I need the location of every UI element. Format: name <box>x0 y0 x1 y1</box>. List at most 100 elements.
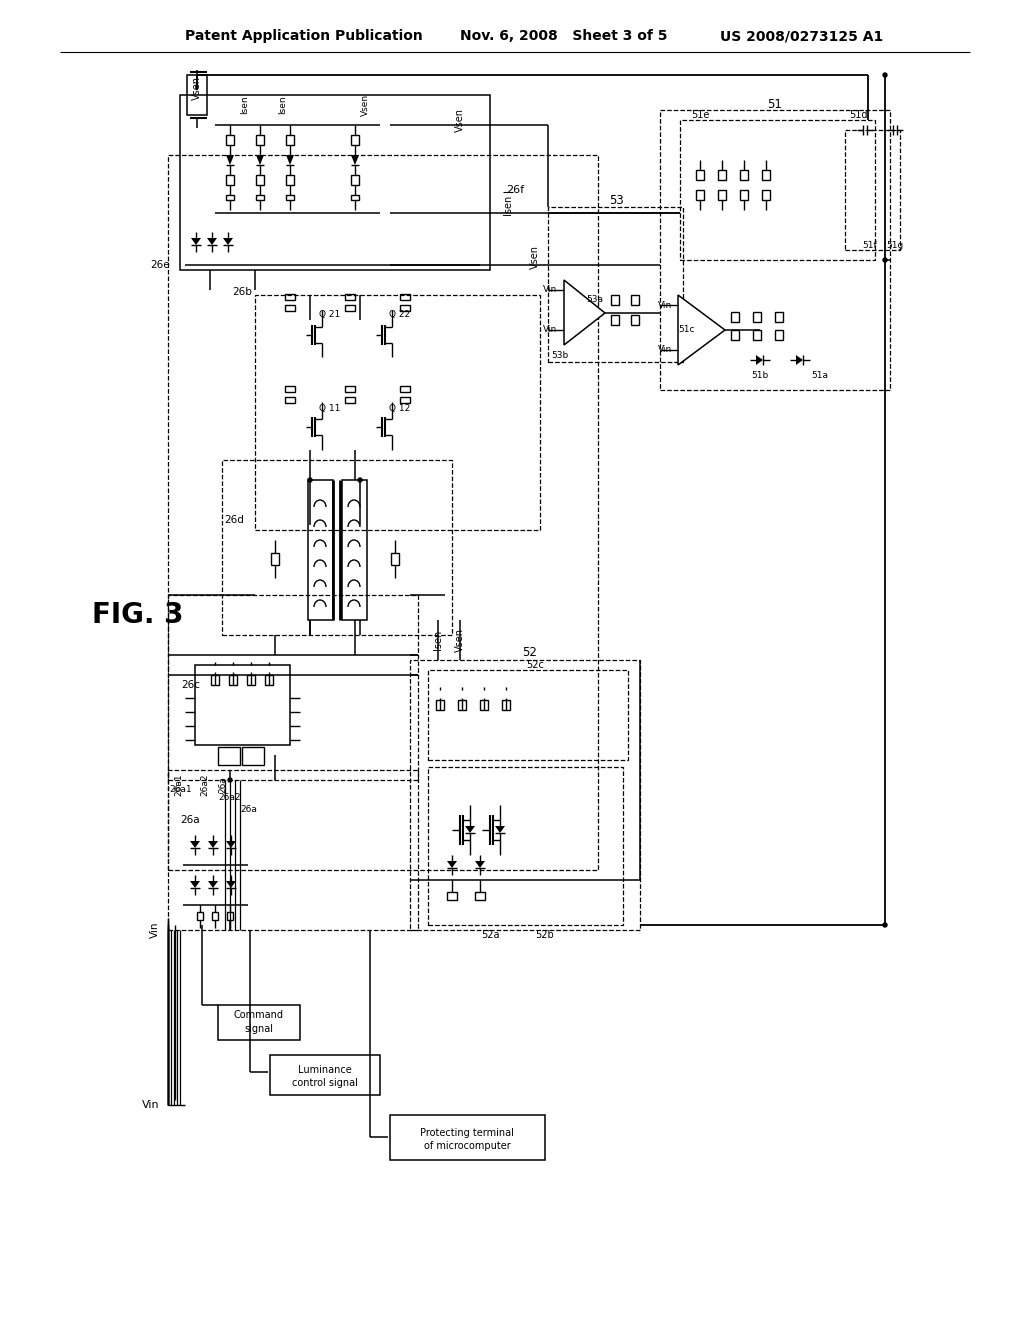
Bar <box>351 135 359 145</box>
Bar <box>740 170 748 180</box>
Polygon shape <box>226 154 234 165</box>
Bar <box>229 675 237 685</box>
Text: 26a1: 26a1 <box>169 785 193 795</box>
Text: Vsen: Vsen <box>530 246 540 269</box>
Text: 26a: 26a <box>218 776 227 793</box>
Text: Nov. 6, 2008   Sheet 3 of 5: Nov. 6, 2008 Sheet 3 of 5 <box>460 29 668 44</box>
Text: 26a2: 26a2 <box>218 793 241 803</box>
Text: Q 22: Q 22 <box>389 310 411 319</box>
Text: 51d: 51d <box>849 110 867 120</box>
Bar <box>227 912 233 920</box>
Polygon shape <box>226 880 236 888</box>
Bar <box>762 170 770 180</box>
Bar <box>256 195 264 201</box>
Text: Vin: Vin <box>142 1100 160 1110</box>
Bar <box>740 190 748 201</box>
Text: 52c: 52c <box>526 660 544 671</box>
Bar <box>631 315 639 325</box>
Polygon shape <box>223 238 233 246</box>
Bar <box>345 305 355 312</box>
Text: Patent Application Publication: Patent Application Publication <box>185 29 423 44</box>
Text: US 2008/0273125 A1: US 2008/0273125 A1 <box>720 29 884 44</box>
Bar <box>247 675 255 685</box>
Text: Isen: Isen <box>279 95 288 115</box>
Text: 51a: 51a <box>811 371 828 380</box>
Polygon shape <box>256 154 264 165</box>
Polygon shape <box>447 861 457 869</box>
Bar <box>211 675 219 685</box>
Bar <box>255 294 540 531</box>
Bar <box>400 294 410 300</box>
Bar <box>168 770 418 931</box>
Bar <box>168 154 598 870</box>
Text: Vin: Vin <box>657 301 672 309</box>
Text: 51f: 51f <box>862 240 878 249</box>
Bar <box>218 1005 300 1040</box>
Bar <box>351 195 359 201</box>
Bar <box>400 385 410 392</box>
Bar <box>285 385 295 392</box>
Bar <box>390 1115 545 1160</box>
Bar <box>226 135 234 145</box>
Bar <box>256 176 264 185</box>
Polygon shape <box>208 880 218 888</box>
Bar <box>212 912 218 920</box>
Bar <box>286 176 294 185</box>
Circle shape <box>228 777 232 781</box>
Text: 26a1: 26a1 <box>174 774 183 796</box>
Text: 26a: 26a <box>240 805 257 814</box>
Bar <box>242 747 264 766</box>
Bar <box>731 312 739 322</box>
Polygon shape <box>678 294 725 366</box>
Polygon shape <box>286 154 294 165</box>
Bar <box>180 95 490 271</box>
Bar <box>351 176 359 185</box>
Bar <box>187 75 207 115</box>
Bar <box>631 294 639 305</box>
Polygon shape <box>475 861 485 869</box>
Bar <box>480 700 488 710</box>
Bar <box>753 312 761 322</box>
Text: Vin: Vin <box>543 326 557 334</box>
Text: Q 12: Q 12 <box>389 404 411 412</box>
Bar <box>696 190 705 201</box>
Polygon shape <box>190 841 200 847</box>
Polygon shape <box>351 154 359 165</box>
Bar <box>680 120 874 260</box>
Bar <box>753 330 761 341</box>
Bar <box>222 459 452 635</box>
Text: 26a2: 26a2 <box>200 774 209 796</box>
Bar <box>611 315 618 325</box>
Text: 52a: 52a <box>480 931 500 940</box>
Text: Vsen: Vsen <box>360 94 370 116</box>
Polygon shape <box>796 355 803 366</box>
Circle shape <box>883 257 887 261</box>
Circle shape <box>308 478 312 482</box>
Bar <box>271 553 279 565</box>
Text: Q 11: Q 11 <box>319 404 341 412</box>
Text: 26a: 26a <box>180 814 200 825</box>
Text: Vsen: Vsen <box>455 628 465 652</box>
Polygon shape <box>191 238 201 246</box>
Bar <box>447 892 457 900</box>
Text: 26c: 26c <box>181 680 200 690</box>
Text: 51b: 51b <box>752 371 769 380</box>
Bar <box>308 480 333 620</box>
Polygon shape <box>756 355 763 366</box>
Polygon shape <box>465 826 475 833</box>
Polygon shape <box>190 880 200 888</box>
Text: 52b: 52b <box>536 931 554 940</box>
Text: control signal: control signal <box>292 1078 358 1088</box>
Bar <box>345 397 355 403</box>
Circle shape <box>883 73 887 77</box>
Bar <box>718 170 726 180</box>
Bar <box>475 892 485 900</box>
Text: Vin: Vin <box>150 921 160 939</box>
Text: Q 21: Q 21 <box>319 310 341 319</box>
Bar <box>696 170 705 180</box>
Bar <box>265 675 273 685</box>
Text: 26f: 26f <box>506 185 524 195</box>
Bar <box>226 176 234 185</box>
Polygon shape <box>226 841 236 847</box>
Text: Vin: Vin <box>543 285 557 294</box>
